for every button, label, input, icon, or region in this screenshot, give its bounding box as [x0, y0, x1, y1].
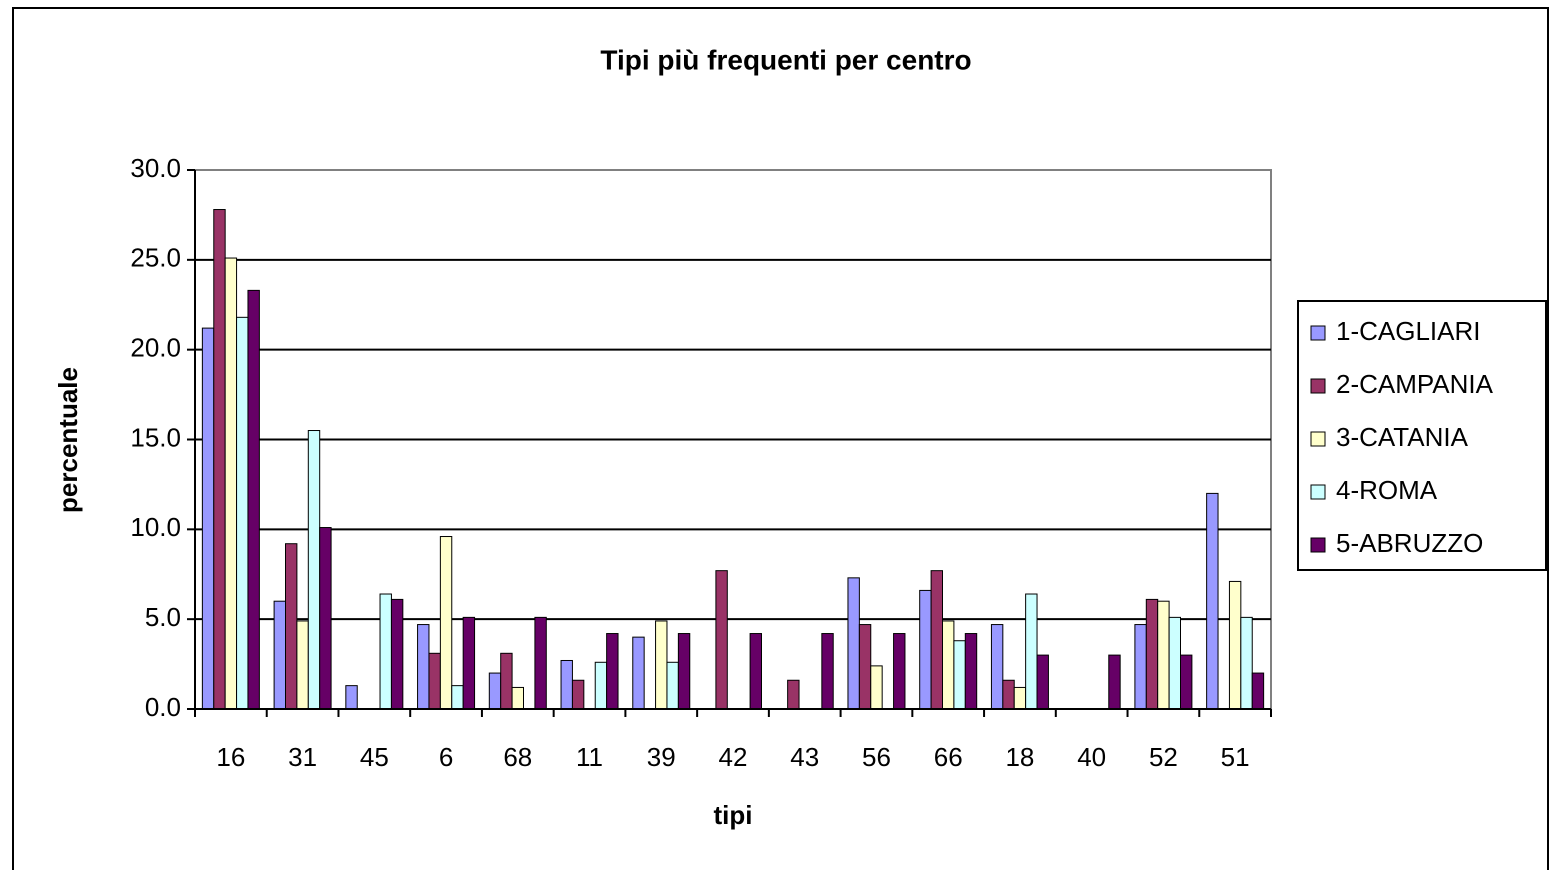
bar	[1206, 492, 1219, 710]
x-tick-label: 6	[439, 742, 453, 772]
bar	[1228, 580, 1242, 710]
bar	[511, 686, 524, 710]
legend-label: 2-CAMPANIA	[1336, 369, 1494, 399]
bar	[201, 327, 215, 710]
bar	[319, 527, 332, 710]
bar	[666, 661, 679, 710]
bar	[1134, 624, 1147, 710]
x-tick-label: 40	[1077, 742, 1106, 772]
x-tick-label: 31	[288, 742, 317, 772]
y-tick-label: 25.0	[130, 243, 181, 273]
bar	[296, 620, 309, 710]
bar	[500, 652, 513, 710]
bar	[1168, 616, 1181, 710]
legend-label: 3-CATANIA	[1336, 422, 1469, 452]
y-tick-label: 5.0	[145, 602, 181, 632]
bar	[417, 624, 430, 710]
bar	[451, 685, 464, 710]
bar	[715, 570, 728, 710]
bar	[224, 257, 238, 710]
bar	[821, 633, 834, 710]
bar	[677, 633, 691, 710]
bar	[1025, 593, 1038, 710]
y-tick-label: 30.0	[130, 153, 181, 183]
x-tick-label: 56	[862, 742, 891, 772]
bar	[379, 593, 392, 710]
x-tick-label: 43	[790, 742, 819, 772]
bar	[273, 600, 287, 710]
bar	[285, 543, 298, 710]
x-tick-label: 68	[503, 742, 532, 772]
bar	[571, 679, 585, 710]
chart-title: Tipi più frequenti per centro	[600, 44, 971, 75]
y-tick-label: 20.0	[130, 333, 181, 363]
bar	[919, 589, 932, 710]
bar	[858, 624, 872, 710]
bar	[847, 577, 860, 710]
x-tick-label: 45	[360, 742, 389, 772]
bar	[462, 616, 476, 710]
bar	[236, 316, 249, 710]
bar	[390, 598, 404, 710]
x-tick-label: 11	[576, 742, 603, 772]
bar	[953, 640, 966, 710]
bar	[247, 289, 260, 710]
bar	[213, 209, 226, 710]
legend-swatch	[1310, 537, 1326, 553]
x-tick-label: 39	[647, 742, 676, 772]
legend-swatch	[1310, 484, 1326, 500]
bar	[964, 633, 978, 710]
x-tick-label: 52	[1149, 742, 1178, 772]
legend-label: 4-ROMA	[1336, 475, 1438, 505]
x-tick-label: 51	[1221, 742, 1250, 772]
bar	[1251, 672, 1265, 710]
bar	[749, 633, 762, 710]
bar	[560, 659, 573, 710]
bar	[1013, 686, 1027, 710]
bar	[307, 430, 321, 710]
bar	[606, 633, 619, 710]
bar	[1108, 654, 1121, 710]
legend-swatch	[1310, 325, 1326, 341]
y-tick-label: 10.0	[130, 512, 181, 542]
bar	[893, 633, 906, 710]
bar	[439, 536, 453, 710]
y-axis-label: percentuale	[53, 367, 83, 513]
bar	[870, 665, 883, 710]
bar	[1002, 679, 1015, 710]
legend-box	[1297, 300, 1547, 571]
bar	[1036, 654, 1049, 710]
x-axis-label: tipi	[714, 800, 753, 830]
bar	[488, 672, 502, 710]
x-tick-label: 42	[719, 742, 748, 772]
legend-label: 5-ABRUZZO	[1336, 528, 1483, 558]
legend-swatch	[1310, 378, 1326, 394]
legend-swatch	[1310, 431, 1326, 447]
bar	[930, 570, 943, 710]
bar	[1157, 600, 1170, 710]
legend-label: 1-CAGLIARI	[1336, 316, 1481, 346]
bar	[632, 636, 645, 710]
x-tick-label: 16	[216, 742, 245, 772]
y-tick-label: 0.0	[145, 692, 181, 722]
x-tick-label: 18	[1005, 742, 1034, 772]
y-tick-label: 15.0	[130, 422, 181, 452]
bar	[534, 616, 547, 710]
bar	[942, 620, 955, 710]
bar	[428, 652, 441, 710]
bar	[345, 685, 358, 710]
bar	[990, 624, 1004, 710]
x-tick-label: 66	[934, 742, 963, 772]
bar	[1240, 616, 1253, 710]
bar	[787, 679, 800, 710]
bar	[594, 661, 608, 710]
bar	[1145, 598, 1159, 710]
bar	[1180, 654, 1193, 710]
bar	[655, 620, 668, 710]
